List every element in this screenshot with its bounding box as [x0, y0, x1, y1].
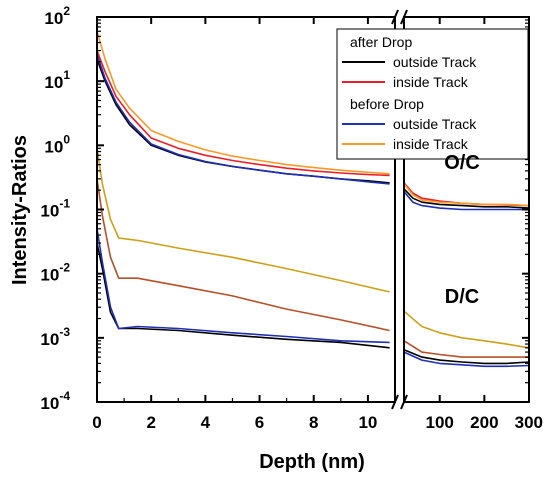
series-DC-4	[96, 242, 530, 365]
series-line-right	[403, 340, 529, 358]
x-axis-title: Depth (nm)	[259, 451, 365, 473]
legend-entry-label: inside Track	[393, 136, 469, 152]
series-line-left	[96, 50, 390, 177]
annotation-label: O/C	[444, 152, 480, 174]
series-DC-6	[96, 228, 530, 368]
series-OC-3	[96, 30, 530, 207]
plot-series-layer	[96, 30, 530, 368]
annotation-label: D/C	[445, 286, 479, 308]
break-slash	[400, 9, 408, 25]
y-tick-label: 102	[44, 4, 70, 28]
y-tick-label: 10-3	[40, 325, 70, 349]
x-tick-label: 2	[146, 413, 155, 432]
series-line-left	[96, 30, 390, 175]
y-axis-title: Intensity-Ratios	[9, 135, 31, 285]
x-tick-label: 6	[255, 413, 264, 432]
x-tick-label: 10	[358, 413, 377, 432]
legend-entry-label: outside Track	[393, 54, 477, 70]
break-gap	[396, 9, 403, 25]
break-slash	[391, 9, 399, 25]
series-line-right	[403, 191, 529, 211]
y-tick-label: 10-1	[40, 197, 70, 221]
break-slash	[400, 394, 408, 410]
series-line-left	[96, 148, 390, 293]
legend-entry-label: outside Track	[393, 116, 477, 132]
x-tick-label: 8	[309, 413, 318, 432]
axis-tick-labels: 10-4 10-3 10-2 10-1 100 101 102 0 2 4 6 8 10 100 200 30…	[40, 4, 543, 432]
series-DC-7	[96, 148, 530, 349]
series-line-right	[403, 188, 530, 209]
break-gap	[396, 394, 403, 410]
legend-entry-label: inside Track	[393, 74, 469, 90]
series-line-left	[96, 228, 390, 344]
y-tick-label: 10-4	[40, 389, 70, 413]
legend-box	[336, 28, 529, 160]
legend-group-title: before Drop	[350, 96, 424, 112]
x-tick-label: 200	[470, 413, 498, 432]
series-line-left	[96, 54, 390, 185]
series-line-right	[403, 349, 530, 365]
legend: after Drop outside Track inside Track befor…	[336, 28, 529, 160]
x-tick-label: 100	[426, 413, 454, 432]
legend-group-title: after Drop	[350, 34, 412, 50]
y-tick-label: 101	[44, 68, 70, 92]
x-tick-label: 0	[92, 413, 101, 432]
series-line-right	[403, 183, 530, 207]
series-line-right	[403, 351, 530, 368]
series-line-right	[403, 310, 530, 349]
series-line-left	[96, 178, 390, 332]
y-tick-label: 10-2	[40, 261, 70, 285]
x-tick-label: 4	[201, 413, 211, 432]
series-line-left	[96, 242, 390, 349]
series-DC-5	[96, 178, 529, 358]
series-OC-2	[96, 54, 529, 211]
x-tick-label: 300	[515, 413, 543, 432]
y-tick-label: 100	[44, 132, 70, 156]
annotations: O/C D/C	[444, 152, 480, 308]
